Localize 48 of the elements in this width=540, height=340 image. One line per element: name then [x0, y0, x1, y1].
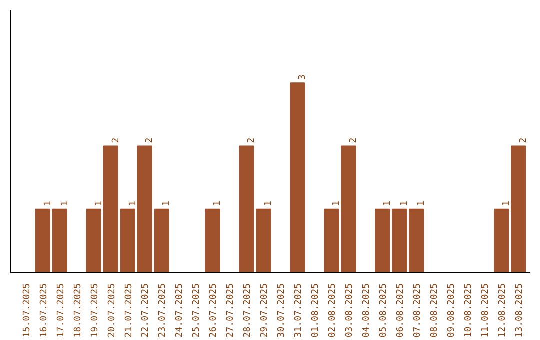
x-tick-label: 13.08.2025: [515, 283, 526, 338]
x-tick-label: 17.07.2025: [56, 283, 66, 338]
data-label: 2: [145, 138, 156, 144]
x-tick-label: 24.07.2025: [175, 283, 186, 338]
x-tick-label: 22.07.2025: [141, 283, 152, 338]
x-tick-label: 12.08.2025: [498, 283, 508, 338]
x-tick-label: 02.08.2025: [328, 283, 338, 338]
x-tick-label: 08.08.2025: [430, 283, 440, 338]
data-label: 1: [383, 200, 394, 206]
x-tick-label: 03.08.2025: [345, 283, 356, 338]
x-tick-label: 11.08.2025: [481, 283, 492, 338]
x-tick-label: 30.07.2025: [277, 283, 288, 338]
x-tick-label: 07.08.2025: [413, 283, 424, 338]
data-label: 1: [502, 200, 512, 206]
data-label: 2: [111, 138, 122, 144]
data-label: 1: [60, 200, 70, 206]
data-label: 1: [162, 200, 172, 206]
data-label: 1: [264, 200, 274, 206]
x-tick-label: 10.08.2025: [464, 283, 474, 338]
data-label: 1: [332, 200, 342, 206]
data-label: 1: [43, 200, 54, 206]
x-tick-label: 26.07.2025: [209, 283, 220, 338]
x-tick-label: 15.07.2025: [22, 283, 32, 338]
x-tick-label: 04.08.2025: [362, 283, 372, 338]
x-tick-label: 18.07.2025: [73, 283, 84, 338]
x-tick-label: 16.07.2025: [39, 283, 50, 338]
data-label: 1: [400, 200, 410, 206]
x-tick-label: 01.08.2025: [311, 283, 322, 338]
data-label: 1: [128, 200, 138, 206]
x-tick-label: 05.08.2025: [379, 283, 390, 338]
x-tick-label: 29.07.2025: [260, 283, 270, 338]
x-tick-label: 23.07.2025: [158, 283, 168, 338]
data-label: 1: [213, 200, 224, 206]
x-tick-label: 20.07.2025: [107, 283, 118, 338]
x-tick-label: 28.07.2025: [243, 283, 254, 338]
x-tick-label: 19.07.2025: [90, 283, 100, 338]
data-label: 2: [349, 138, 360, 144]
x-tick-label: 25.07.2025: [192, 283, 202, 338]
x-tick-label: 31.07.2025: [294, 283, 304, 338]
data-label: 1: [417, 200, 428, 206]
x-tick-label: 21.07.2025: [124, 283, 134, 338]
x-tick-label: 06.08.2025: [396, 283, 406, 338]
x-tick-label: 27.07.2025: [226, 283, 236, 338]
data-label: 1: [94, 200, 104, 206]
data-label: 2: [247, 138, 258, 144]
x-tick-label: 09.08.2025: [447, 283, 458, 338]
data-label: 3: [298, 74, 308, 80]
data-label: 2: [519, 138, 530, 144]
